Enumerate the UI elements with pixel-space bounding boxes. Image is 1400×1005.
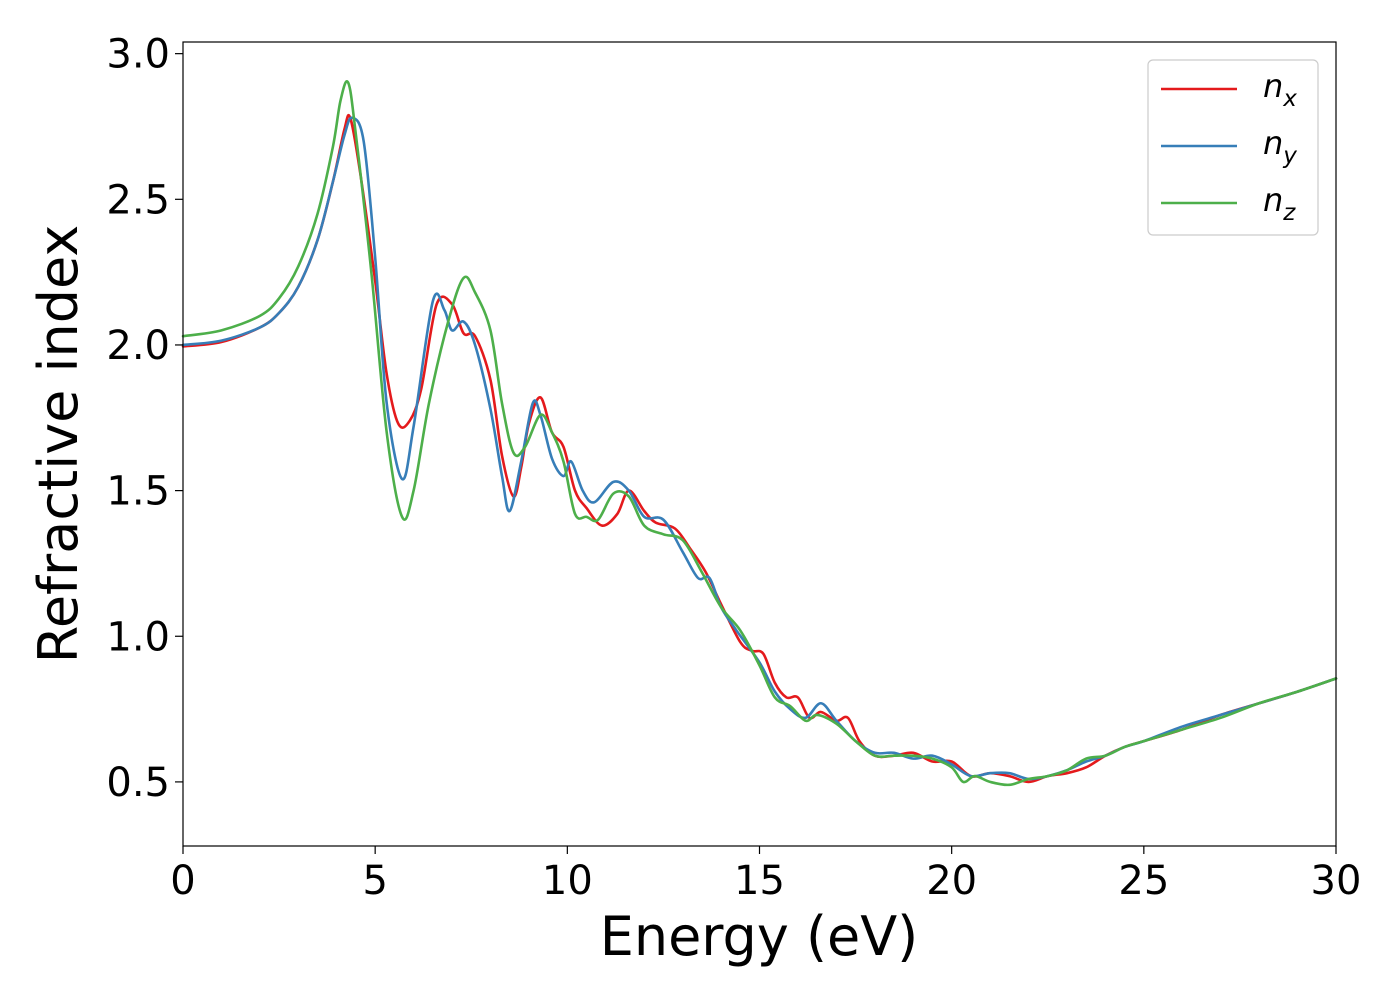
x-tick-label: 25 xyxy=(1118,858,1169,904)
x-tick-label: 30 xyxy=(1311,858,1362,904)
tick-layer: 0 5 10 15 20 25 30 0.5 1.0 1.5 2.0 2.5 3.0 xyxy=(106,32,1361,904)
y-tick-label: 1.0 xyxy=(106,614,170,660)
series-line-nz xyxy=(181,80,1338,787)
x-axis-label: Energy (eV) xyxy=(600,905,919,968)
legend-subscript: z xyxy=(1282,200,1296,226)
x-tick-label: 20 xyxy=(926,858,977,904)
y-tick-label: 1.5 xyxy=(106,469,170,515)
series-layer xyxy=(181,80,1338,787)
y-axis-label: Refractive index xyxy=(27,225,90,664)
y-tick-label: 0.5 xyxy=(106,760,170,806)
legend-label-nx: nx xyxy=(1263,67,1297,112)
y-tick-label: 2.0 xyxy=(106,323,170,369)
x-tick-label: 0 xyxy=(170,858,195,904)
legend-subscript: y xyxy=(1282,143,1297,169)
legend-subscript: x xyxy=(1282,86,1297,112)
y-tick-label: 3.0 xyxy=(106,32,170,78)
x-tick-label: 10 xyxy=(542,858,593,904)
y-tick-label: 2.5 xyxy=(106,177,170,223)
x-tick-label: 15 xyxy=(734,858,785,904)
x-tick-label: 5 xyxy=(362,858,387,904)
legend-box xyxy=(1147,59,1319,236)
